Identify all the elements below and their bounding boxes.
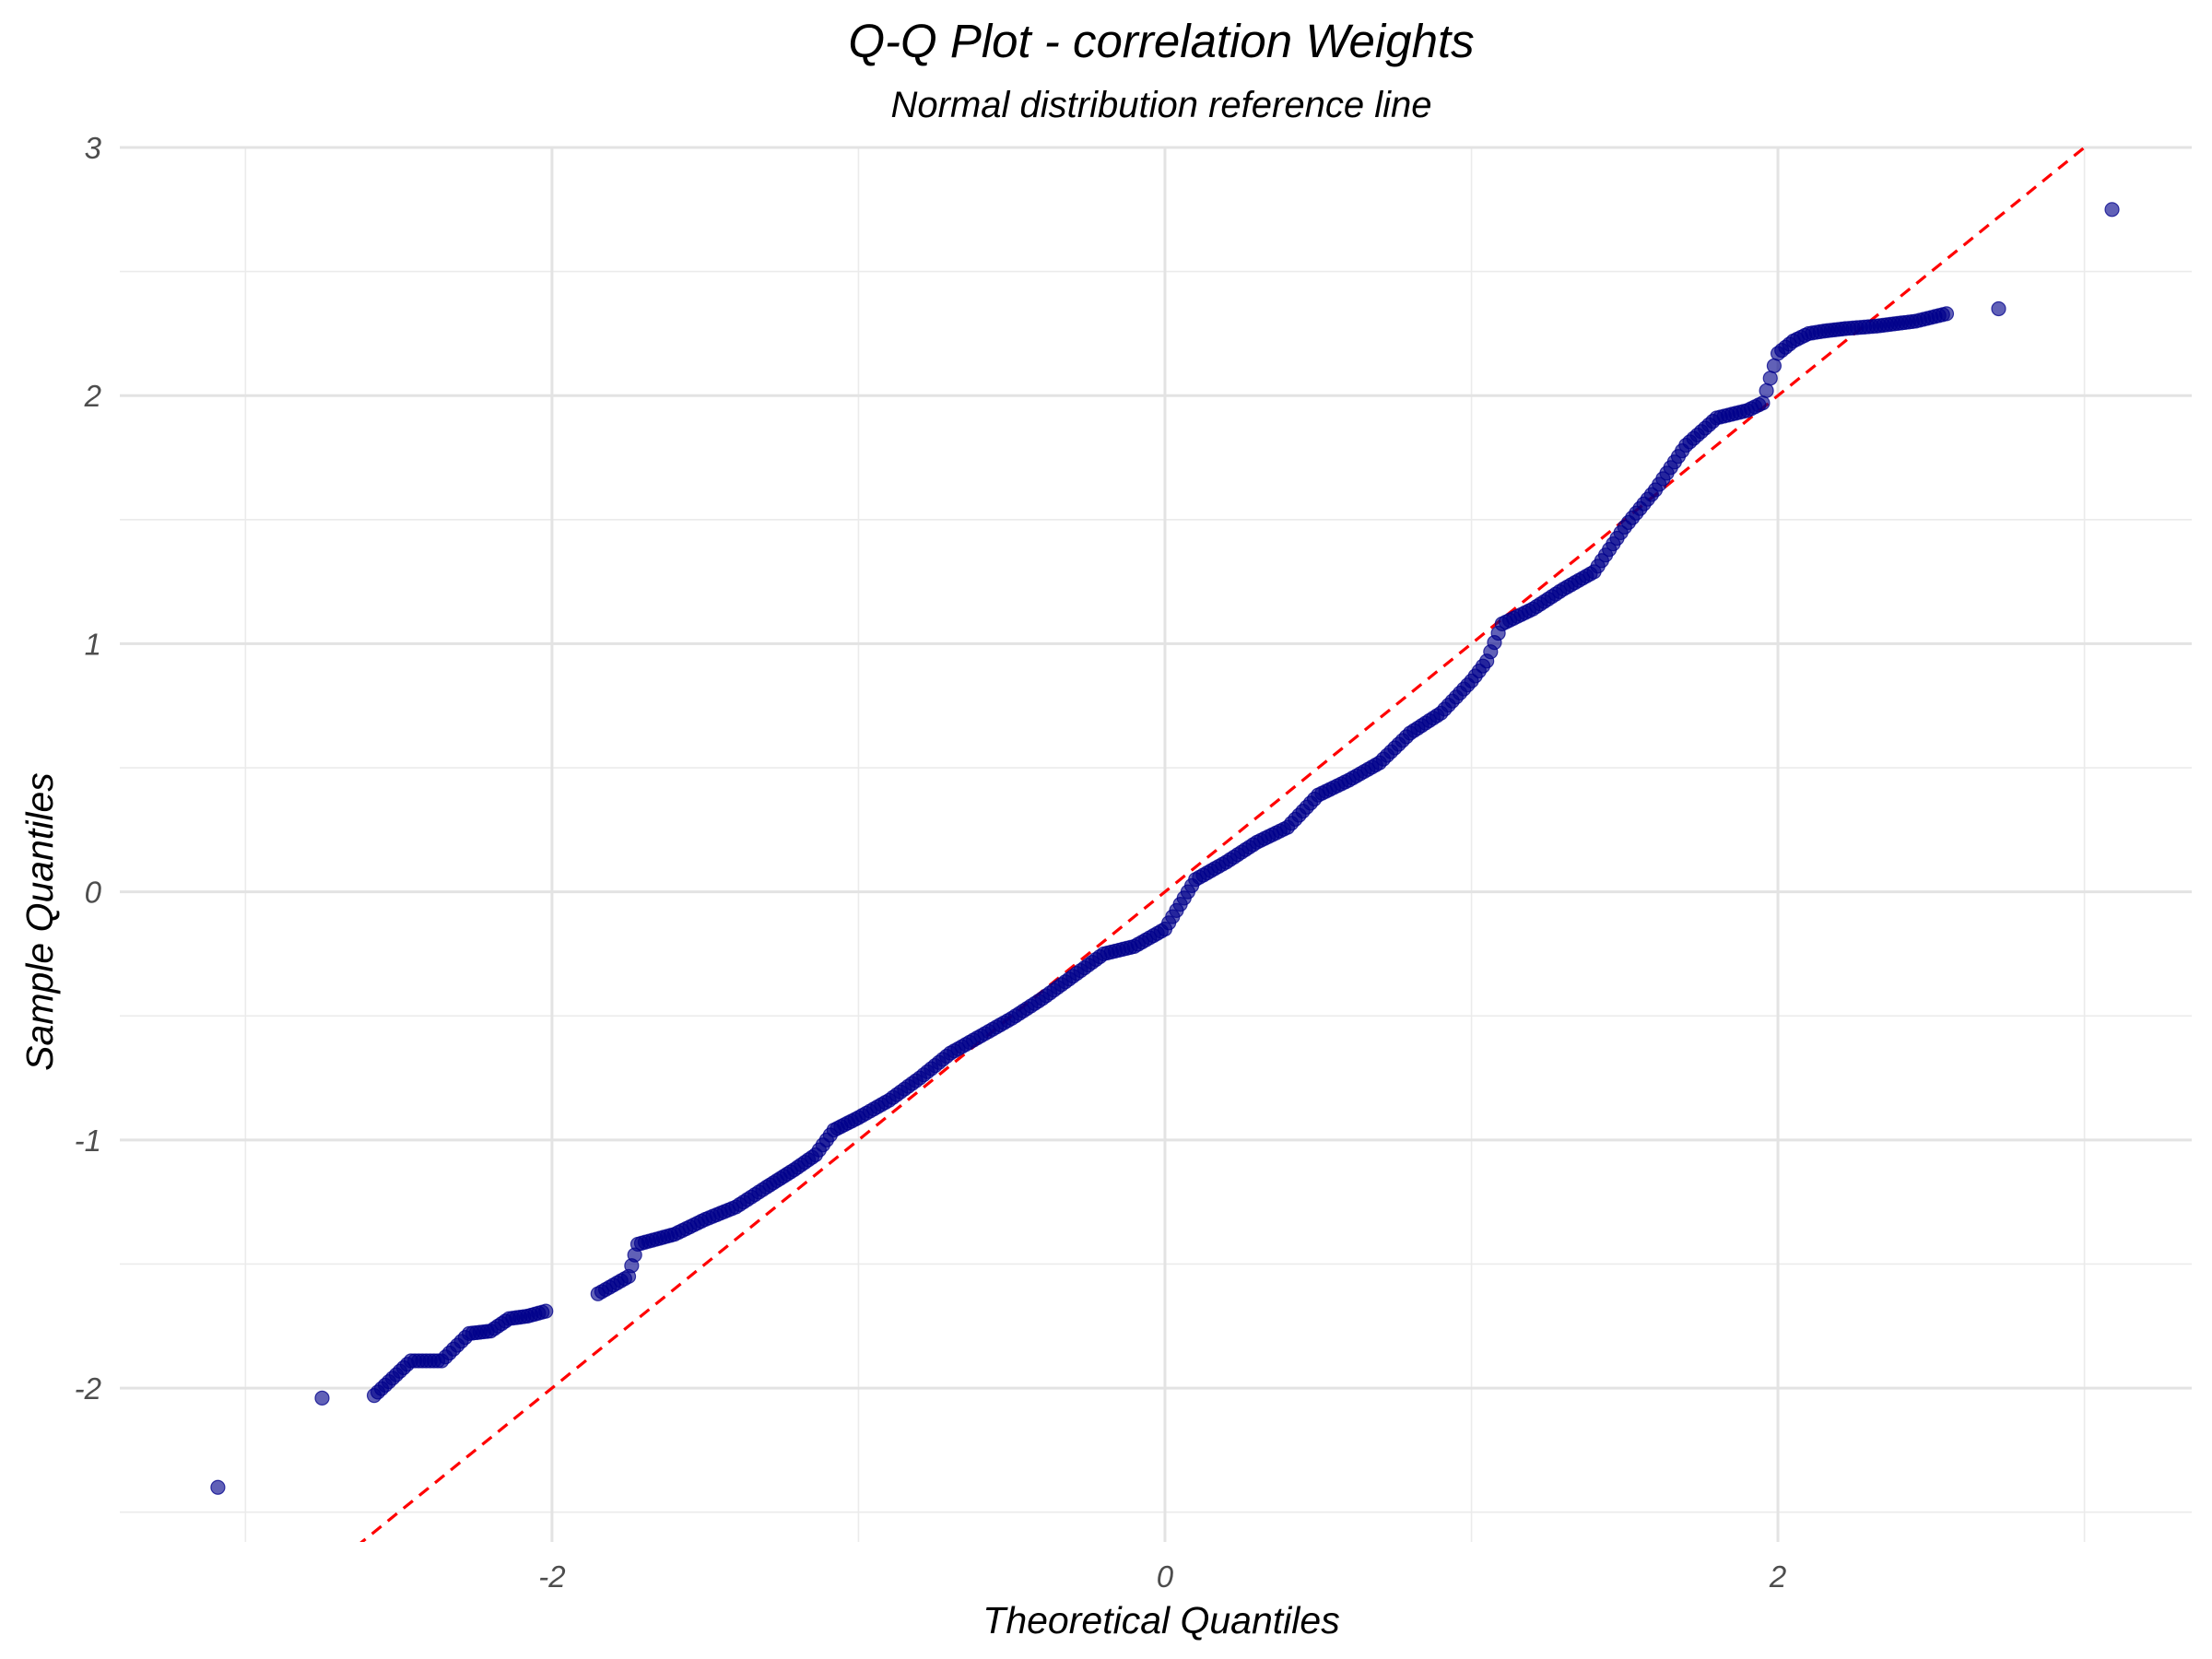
y-tick-label: 3: [85, 131, 102, 165]
data-point: [1766, 358, 1783, 374]
data-point: [210, 1479, 226, 1495]
minor-gridlines: [120, 147, 2192, 1542]
x-tick-label: 0: [1157, 1559, 1174, 1594]
x-tick-label: 2: [1769, 1559, 1786, 1594]
chart-title: Q-Q Plot - correlation Weights: [848, 15, 1474, 67]
y-axis-title: Sample Quantiles: [18, 772, 61, 1071]
data-point: [314, 1390, 330, 1406]
x-axis-title: Theoretical Quantiles: [982, 1599, 1339, 1641]
data-point: [1759, 382, 1774, 398]
data-point: [1938, 306, 1955, 322]
data-point: [1991, 300, 2006, 317]
data-point: [1762, 371, 1778, 386]
y-tick-labels: -2 -1 0 1 2 3: [75, 131, 102, 1406]
chart-subtitle: Normal distribution reference line: [891, 85, 1432, 125]
y-tick-label: 2: [84, 379, 101, 413]
y-tick-label: 1: [85, 627, 101, 661]
x-tick-label: -2: [538, 1559, 565, 1594]
data-point: [1755, 395, 1771, 411]
major-gridlines: [120, 146, 2192, 1542]
reference-line-group: [359, 147, 2088, 1542]
data-point: [538, 1303, 554, 1319]
data-points: [210, 202, 2120, 1495]
y-tick-label: -2: [75, 1371, 101, 1406]
y-tick-label: -1: [75, 1124, 101, 1158]
data-point: [2104, 202, 2120, 218]
x-tick-labels: -2 0 2: [538, 1559, 1786, 1594]
y-tick-label: 0: [85, 876, 102, 910]
reference-line: [359, 147, 2088, 1542]
